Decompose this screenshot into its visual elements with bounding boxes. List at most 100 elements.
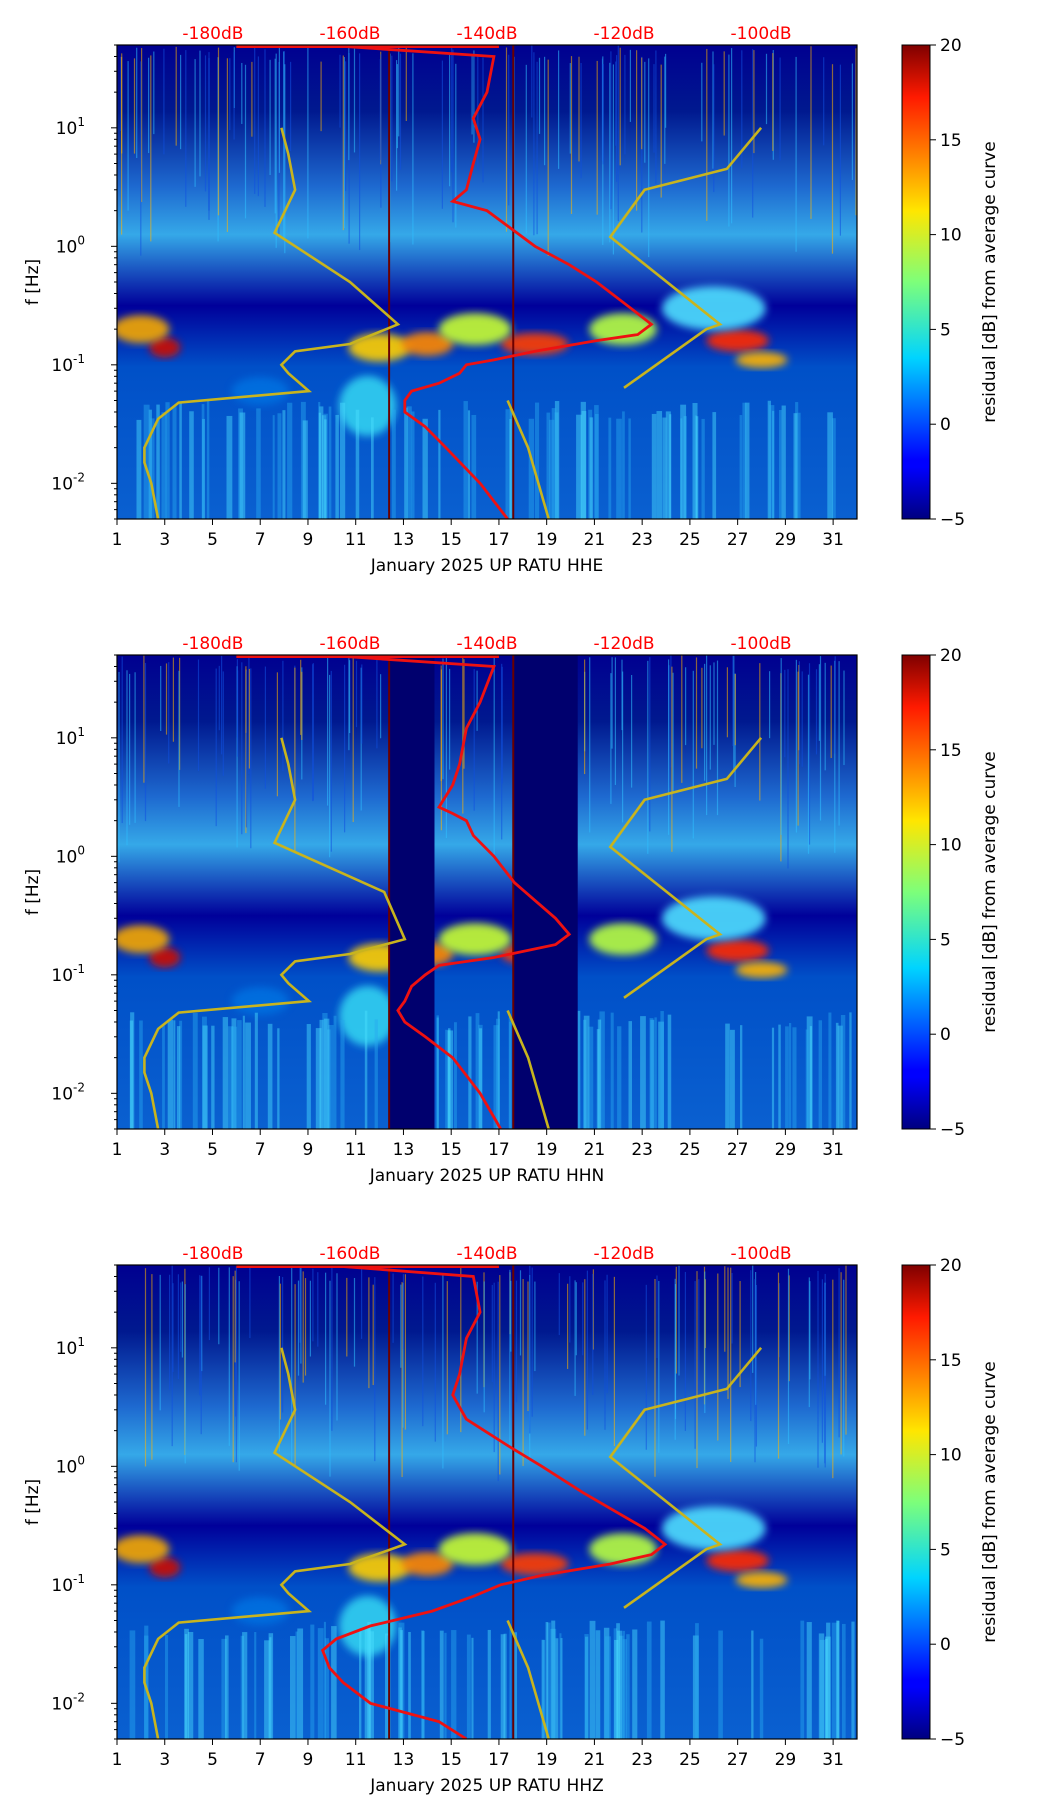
low-frequency-column [656,411,663,519]
low-frequency-column [575,1010,581,1129]
low-frequency-column [364,1628,371,1739]
event-streak [696,1271,698,1469]
low-frequency-column [268,1633,274,1739]
event-streak [136,47,138,158]
event-streak [787,1268,790,1444]
db-scale-label: -140dB [456,24,517,44]
event-streak [602,64,604,165]
db-scale-label: -100dB [731,24,792,44]
event-streak [222,671,224,776]
low-frequency-column [831,1622,838,1739]
low-frequency-column [828,1012,832,1129]
y-tick-label: 100 [56,843,85,867]
low-frequency-column [617,1630,623,1739]
event-streak [221,655,223,755]
low-frequency-column [306,1024,311,1129]
event-streak [730,1267,732,1462]
event-streak [831,64,834,254]
event-streak [264,666,266,789]
low-frequency-column [546,1622,551,1739]
microseism-blob [149,337,181,358]
low-frequency-column [359,1629,362,1739]
low-frequency-column [315,1028,322,1129]
low-frequency-column [328,406,332,519]
event-streak [596,60,598,215]
event-streak [779,57,781,161]
low-frequency-column [404,407,408,519]
low-frequency-column [589,417,594,519]
event-streak [355,660,358,728]
event-streak [320,61,322,132]
low-frequency-column [778,1024,781,1129]
x-tick-label: 21 [584,1750,606,1770]
event-streak [254,45,256,194]
low-frequency-column [701,418,705,519]
event-streak [606,1274,608,1394]
event-streak [361,664,363,744]
event-streak [567,1283,569,1369]
event-streak [422,1276,424,1427]
x-tick-label: 31 [822,1140,844,1160]
average-psd-curve [322,655,572,1129]
low-frequency-column [317,1628,324,1739]
low-frequency-column [851,1621,855,1739]
event-streak [706,48,708,221]
event-streak [817,1270,819,1468]
event-streak [218,665,220,731]
low-frequency-column [632,1629,638,1739]
event-streaks [144,1265,847,1482]
event-streak [717,1273,719,1441]
event-streak [795,659,797,833]
x-tick-label: 25 [679,530,701,550]
low-frequency-column [179,1020,183,1129]
low-frequency-column [628,1021,633,1129]
colorbar-tick-label: 10 [940,1446,962,1466]
event-streak [810,46,812,219]
event-streak [234,1270,236,1363]
low-frequency-column [541,1639,545,1739]
low-frequency-column [467,410,471,519]
event-streak [818,664,820,741]
event-streak [179,657,181,770]
microseism-blob [438,923,512,956]
colorbar-tick-label: 0 [940,1635,951,1655]
low-frequency-column [616,418,622,519]
event-streak [665,53,667,128]
low-frequency-column [818,1633,825,1739]
event-streak [290,61,292,152]
event-streak [843,670,845,766]
event-streak [325,1272,327,1405]
event-streak [291,1267,293,1463]
low-frequency-column [327,1029,331,1129]
event-streak [706,655,708,816]
event-streak [442,1273,444,1469]
low-frequency-column [475,1013,480,1129]
event-streak [501,663,503,840]
low-frequency-column [694,415,698,519]
low-frequency-column [751,1630,754,1739]
low-frequency-column [555,1638,559,1739]
x-tick-label: 15 [440,1750,462,1770]
event-streak [787,669,789,869]
low-frequency-column [398,1622,405,1739]
low-frequency-column [324,1638,329,1739]
low-frequency-column [554,412,559,519]
low-frequency-column [496,1018,501,1129]
low-frequency-column [340,1020,345,1129]
low-frequency-column [649,1018,654,1129]
microseism-blob [438,313,512,346]
low-frequency-column [842,1623,846,1739]
colorbar-tick-label: 10 [940,226,962,246]
low-frequency-column [267,1023,273,1129]
event-streak [180,1282,182,1352]
event-streak [701,667,703,749]
low-frequency-column [549,419,555,519]
event-streak [282,1276,284,1413]
noise-model-curve [506,1009,550,1129]
event-streak [612,64,614,255]
event-streak [301,671,303,740]
low-frequency-column [849,1012,852,1129]
event-streak [772,53,774,151]
low-frequency-column [272,415,275,519]
event-streak [672,672,674,792]
